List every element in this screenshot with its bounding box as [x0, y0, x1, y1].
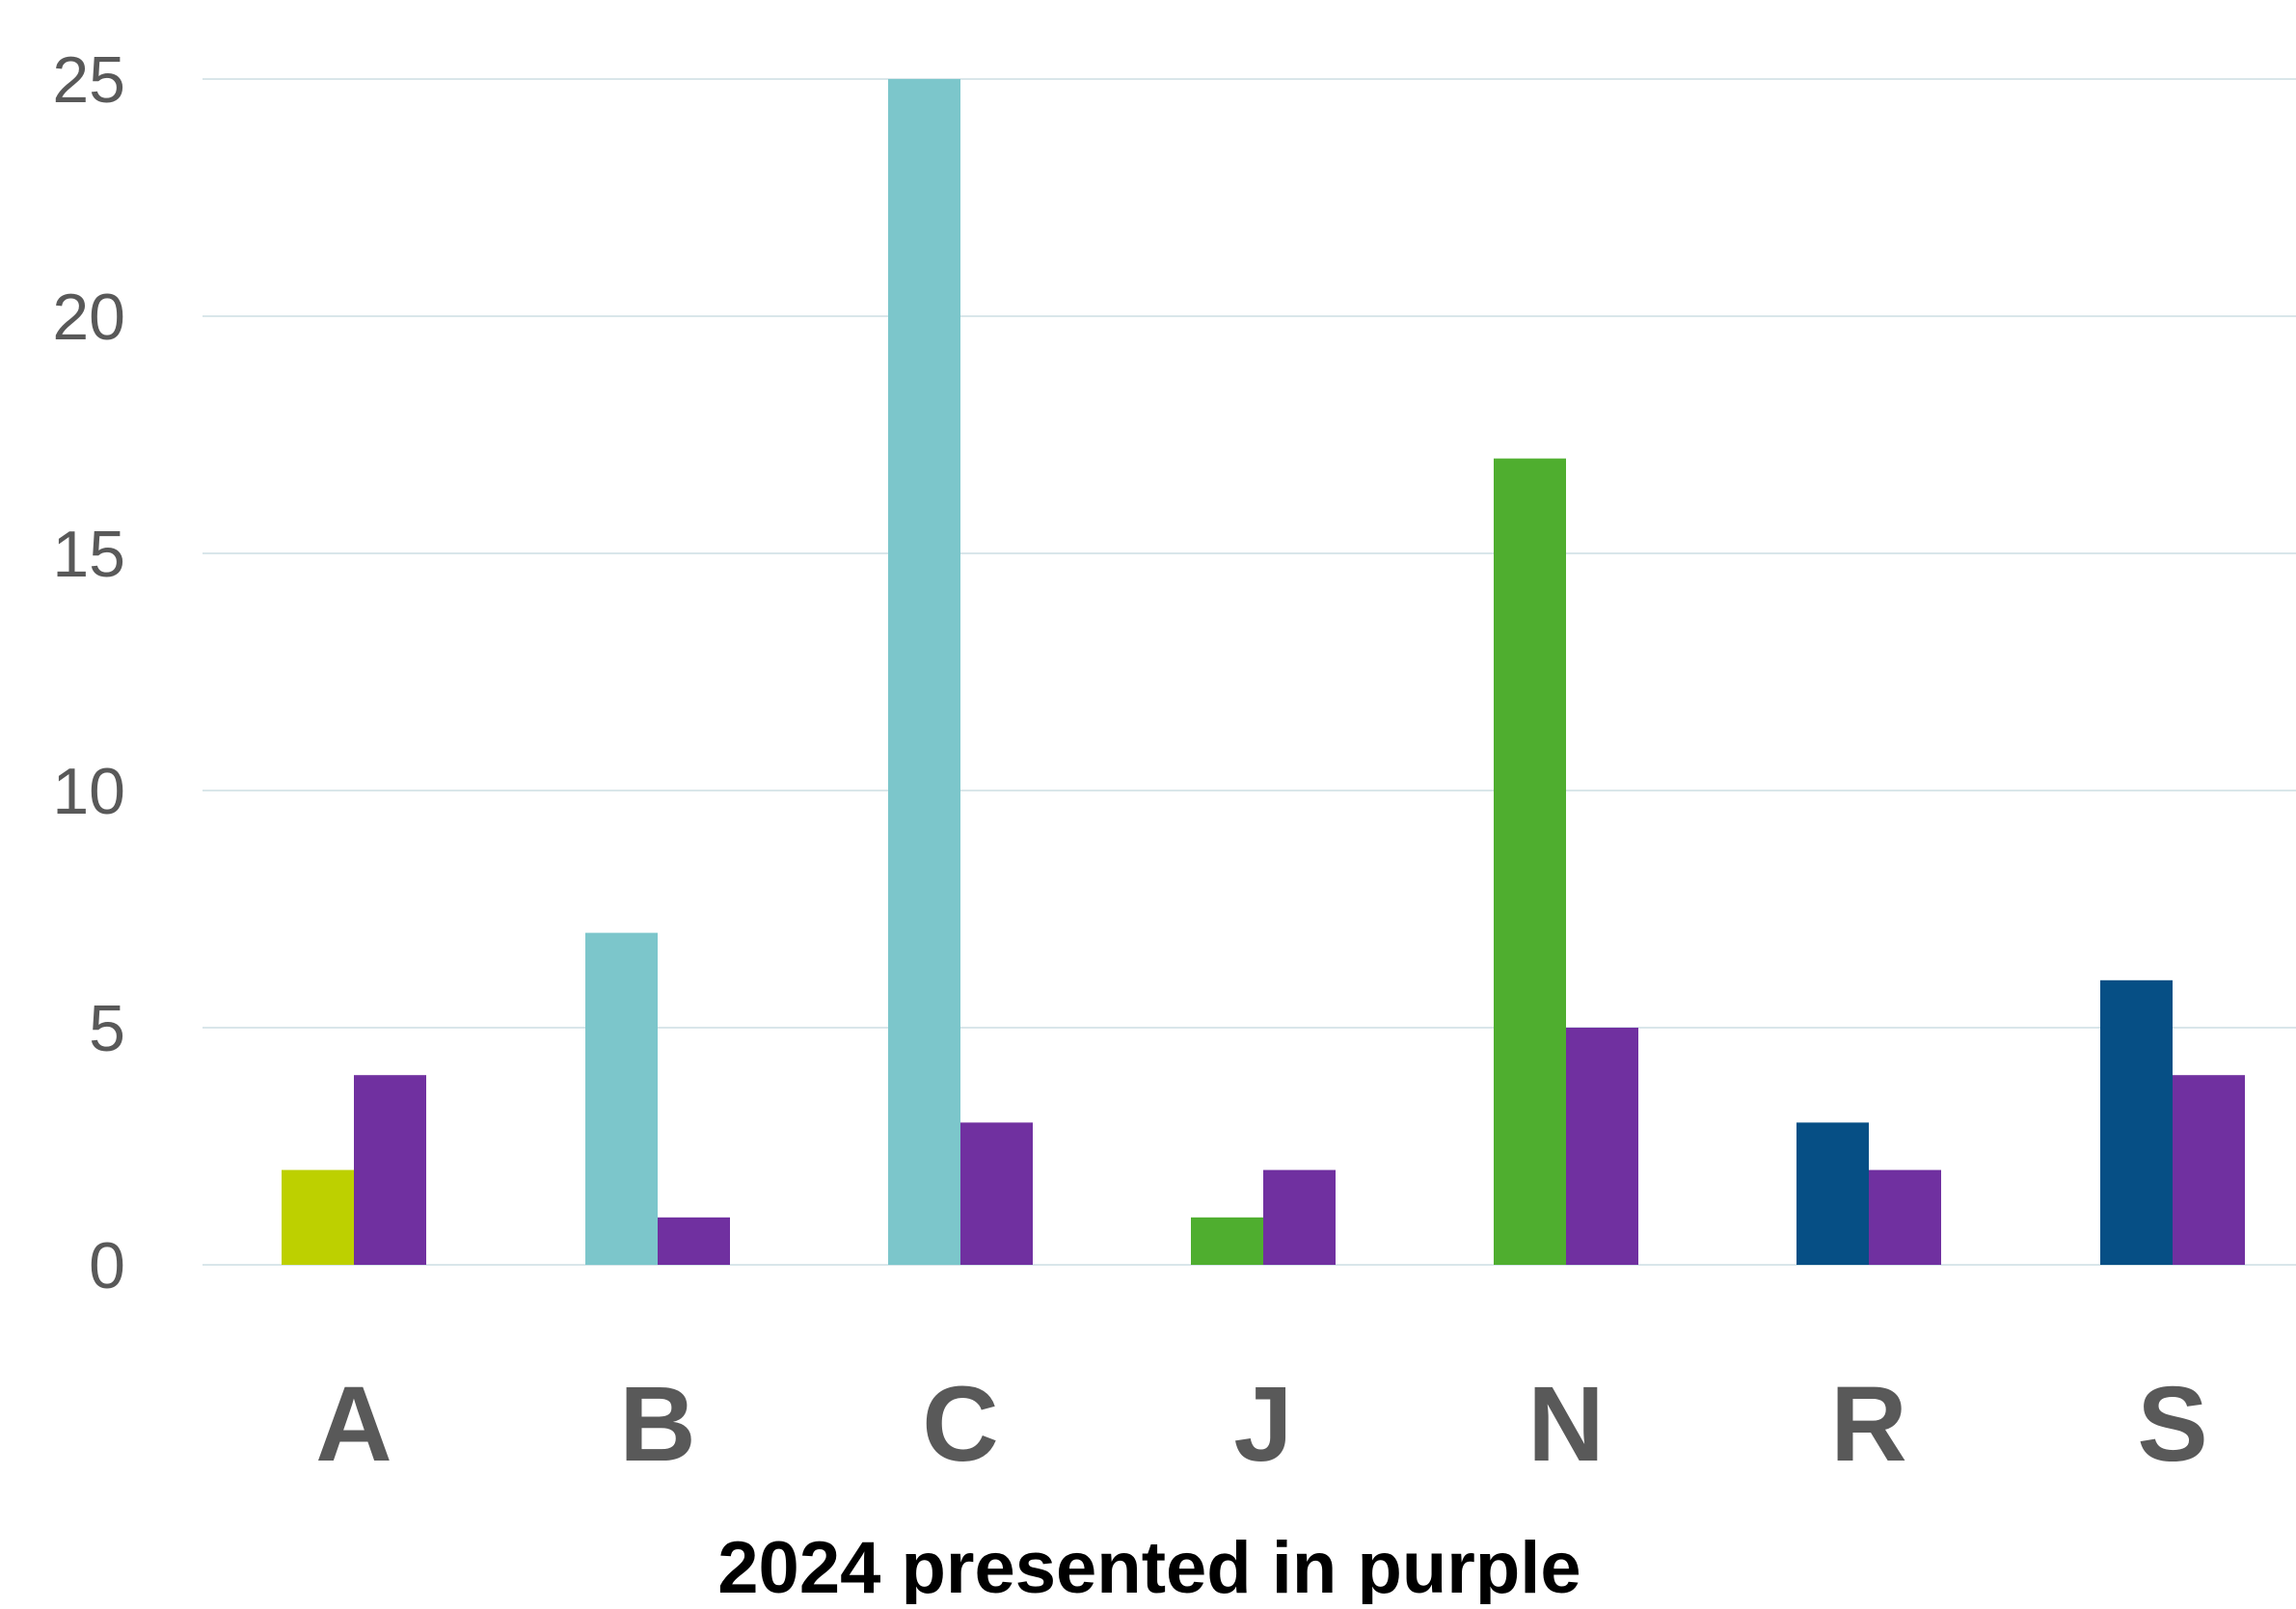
bar-s-series-1 — [2100, 979, 2173, 1265]
x-tick-label: C — [922, 1365, 998, 1484]
bar-j-series-1 — [1191, 1217, 1263, 1265]
bar-b-series-1 — [585, 932, 658, 1265]
bar-c-series-1 — [888, 79, 960, 1265]
y-tick-label: 0 — [89, 1229, 125, 1302]
y-tick-label: 25 — [52, 43, 125, 117]
bar-s-series-2 — [2173, 1075, 2245, 1265]
x-tick-label: S — [2137, 1365, 2207, 1484]
x-tick-label: B — [619, 1365, 695, 1484]
x-tick-label: J — [1233, 1365, 1292, 1484]
bars — [282, 79, 2245, 1266]
x-axis-title: 2024 presented in purple — [717, 1527, 1580, 1604]
y-tick-label: 10 — [52, 755, 125, 828]
y-tick-label: 15 — [52, 518, 125, 591]
y-tick-label: 20 — [52, 281, 125, 354]
x-tick-label: N — [1527, 1365, 1604, 1484]
y-axis-tick-labels: 0 5 10 15 20 25 — [52, 43, 125, 1302]
bar-a-series-1 — [282, 1169, 354, 1265]
bar-r-series-2 — [1869, 1169, 1941, 1265]
bar-b-series-2 — [658, 1217, 730, 1265]
bar-c-series-2 — [960, 1122, 1033, 1265]
bar-a-series-2 — [354, 1075, 426, 1265]
bar-n-series-1 — [1494, 458, 1566, 1266]
y-tick-label: 5 — [89, 992, 125, 1065]
bar-n-series-2 — [1566, 1028, 1638, 1265]
bar-r-series-1 — [1796, 1122, 1869, 1265]
bar-j-series-2 — [1263, 1169, 1336, 1265]
x-tick-label: R — [1830, 1365, 1906, 1484]
x-tick-label: A — [315, 1365, 392, 1484]
gridlines — [203, 78, 2296, 1266]
